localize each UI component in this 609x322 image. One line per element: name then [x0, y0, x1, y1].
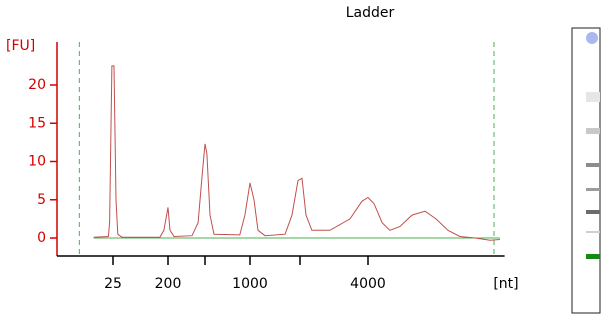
y-axis-label: [FU]	[6, 38, 35, 54]
x-tick-label: 25	[104, 276, 122, 292]
x-tick-label: 1000	[232, 276, 268, 292]
y-tick-label: 20	[28, 77, 46, 93]
band	[586, 210, 600, 214]
y-tick-label: 10	[28, 154, 46, 170]
lane-icon	[586, 32, 598, 44]
x-axis-label: [nt]	[493, 276, 518, 292]
x-tick-label: 200	[155, 276, 182, 292]
gel-lane	[572, 28, 600, 313]
lane-frame	[572, 28, 600, 313]
y-tick-label: 15	[28, 115, 46, 131]
trace	[94, 66, 500, 240]
band	[586, 188, 600, 191]
x-tick-label: 4000	[350, 276, 386, 292]
band	[586, 163, 600, 167]
y-tick-label: 0	[37, 230, 46, 246]
page: Ladder [FU] [nt] 0 5 10 15 20 25 200 1000 4000	[0, 0, 609, 318]
chart-title: Ladder	[346, 5, 395, 21]
band	[586, 254, 600, 259]
band	[586, 128, 600, 134]
band	[586, 231, 600, 233]
y-tick-label: 5	[37, 192, 46, 208]
band	[586, 92, 600, 102]
